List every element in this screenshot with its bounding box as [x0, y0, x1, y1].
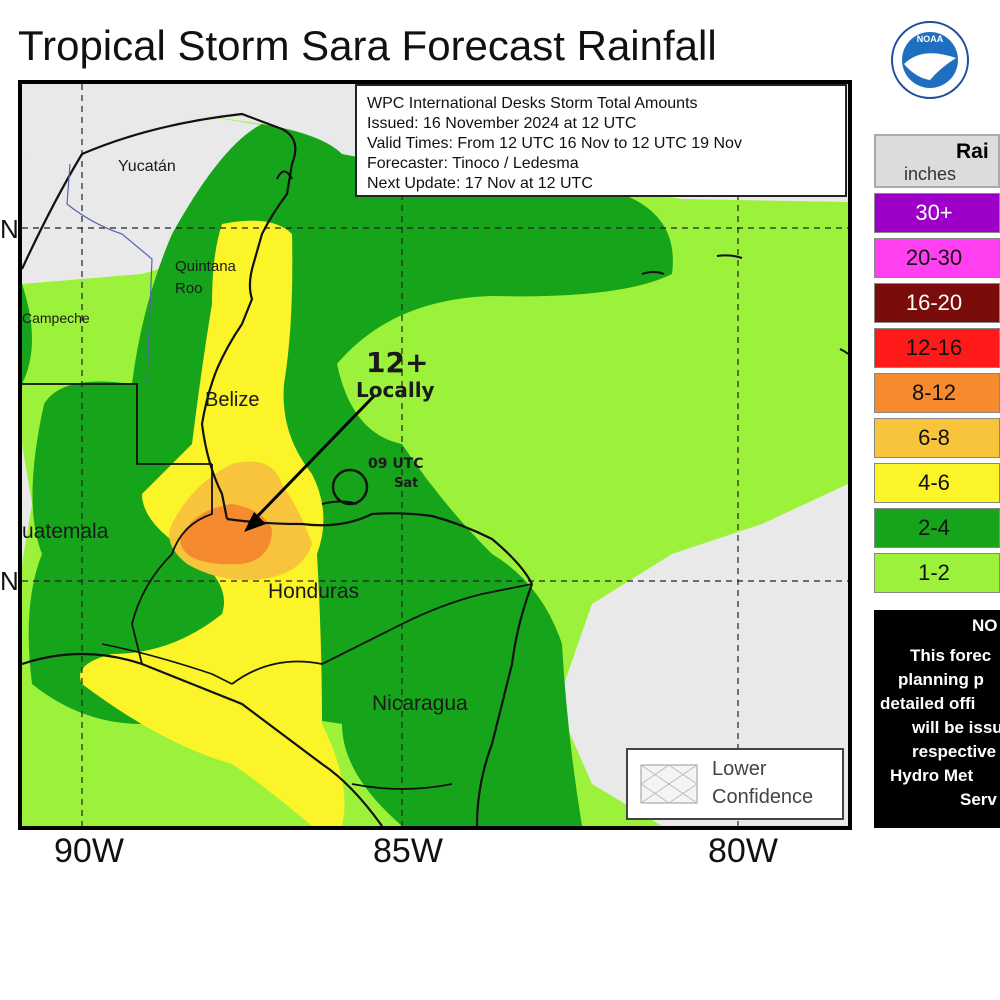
island-cayman	[641, 271, 665, 275]
legend-item: 4-6	[874, 463, 1000, 503]
lower-confidence-key: Lower Confidence	[626, 748, 844, 820]
info-line-title: WPC International Desks Storm Total Amou…	[367, 95, 698, 112]
lon-label-85w: 85W	[373, 832, 443, 870]
info-line-valid: Valid Times: From 12 UTC 16 Nov to 12 UT…	[367, 135, 742, 152]
svg-text:NOAA: NOAA	[917, 34, 944, 44]
label-nicaragua: Nicaragua	[372, 692, 468, 715]
max-rain-arrow	[248, 394, 376, 526]
legend-item-label: 8-12	[911, 380, 957, 405]
hatch-pattern-icon	[640, 764, 698, 804]
no-rain-area-west	[22, 444, 32, 564]
notice-line: Hydro Met	[890, 766, 974, 785]
max-rain-value: 12+	[366, 346, 429, 379]
coastline-pacific	[22, 652, 383, 826]
label-belize: Belize	[205, 389, 260, 411]
lat-label-top: N	[0, 214, 19, 244]
max-rain-arrowhead	[244, 512, 266, 532]
notice-line: planning p	[898, 670, 984, 689]
border-mexico-guatemala	[22, 383, 212, 465]
legend-item-label: 2-4	[918, 515, 950, 540]
legend-title: Rai	[956, 140, 989, 163]
lon-label-90w: 90W	[54, 832, 124, 870]
page-title: Tropical Storm Sara Forecast Rainfall	[18, 22, 717, 69]
notice-line: detailed offi	[880, 694, 976, 713]
label-roo: Roo	[175, 280, 203, 297]
border-yucatan-states	[66, 163, 153, 385]
legend-item: 1-2	[874, 553, 1000, 593]
max-rain-note: Locally	[356, 378, 435, 402]
coast-cuba-edge	[839, 348, 848, 355]
storm-position-marker	[331, 468, 369, 506]
coastline-belize	[200, 368, 229, 520]
notice-line: will be issu	[912, 718, 1000, 737]
rain-8-12-area	[180, 504, 272, 565]
label-campeche: Campeche	[22, 310, 90, 326]
legend-item: 30+	[874, 193, 1000, 233]
label-guatemala: uatemala	[22, 520, 109, 543]
coastline-honduras-north	[226, 512, 533, 585]
legend-item-label: 30+	[915, 200, 953, 225]
rain-2-4-west	[22, 284, 32, 384]
legend-item: 6-8	[874, 418, 1000, 458]
notice-line: Serv	[960, 790, 997, 809]
legend-item-label: 1-2	[918, 560, 950, 585]
no-rain-area-east	[557, 484, 848, 826]
notice-line: This forec	[910, 646, 992, 665]
confidence-line1: Lower	[712, 758, 767, 780]
border-el-salvador	[101, 643, 233, 685]
confidence-line2: Confidence	[712, 786, 814, 808]
border-honduras-nicaragua	[231, 583, 533, 685]
coastline-yucatan	[22, 112, 297, 370]
legend-item-label: 6-8	[918, 425, 950, 450]
island-cozumel	[276, 170, 293, 180]
notice-box: NO This forec planning p detailed offi w…	[874, 610, 1000, 828]
rainfall-legend: Rai inches 30+ 20-30 16-20 12-16 8-12 6-8 4-6 2…	[874, 134, 1000, 593]
legend-item: 20-30	[874, 238, 1000, 278]
track-time-label: 09 UTC	[368, 456, 424, 472]
notice-line: NO	[972, 616, 998, 635]
legend-units: inches	[904, 164, 957, 184]
label-honduras: Honduras	[268, 580, 360, 603]
border-nicaragua-costa-rica	[351, 783, 453, 790]
info-line-next-update: Next Update: 17 Nov at 12 UTC	[367, 175, 593, 192]
border-guatemala-honduras	[131, 464, 213, 665]
legend-item-label: 4-6	[918, 470, 950, 495]
track-day-label: Sat	[394, 476, 419, 491]
label-quintana: Quintana	[175, 258, 236, 275]
notice-line: respective	[912, 742, 997, 761]
legend-item: 16-20	[874, 283, 1000, 323]
legend-item: 8-12	[874, 373, 1000, 413]
legend-item-label: 16-20	[905, 290, 963, 315]
legend-item: 12-16	[874, 328, 1000, 368]
info-line-forecaster: Forecaster: Tinoco / Ledesma	[367, 155, 579, 172]
legend-header: Rai inches	[874, 134, 1000, 188]
island-swan	[716, 254, 743, 259]
label-yucatan: Yucatán	[118, 158, 176, 175]
coastline-nicaragua-east	[475, 583, 534, 826]
info-line-issued: Issued: 16 November 2024 at 12 UTC	[367, 115, 637, 132]
legend-item: 2-4	[874, 508, 1000, 548]
legend-item-label: 12-16	[905, 335, 963, 360]
lat-label-bottom: N	[0, 566, 19, 596]
lon-label-80w: 80W	[708, 832, 778, 870]
info-box: WPC International Desks Storm Total Amou…	[355, 84, 847, 197]
legend-item-label: 20-30	[905, 245, 963, 270]
noaa-logo: NOAA	[882, 16, 992, 104]
